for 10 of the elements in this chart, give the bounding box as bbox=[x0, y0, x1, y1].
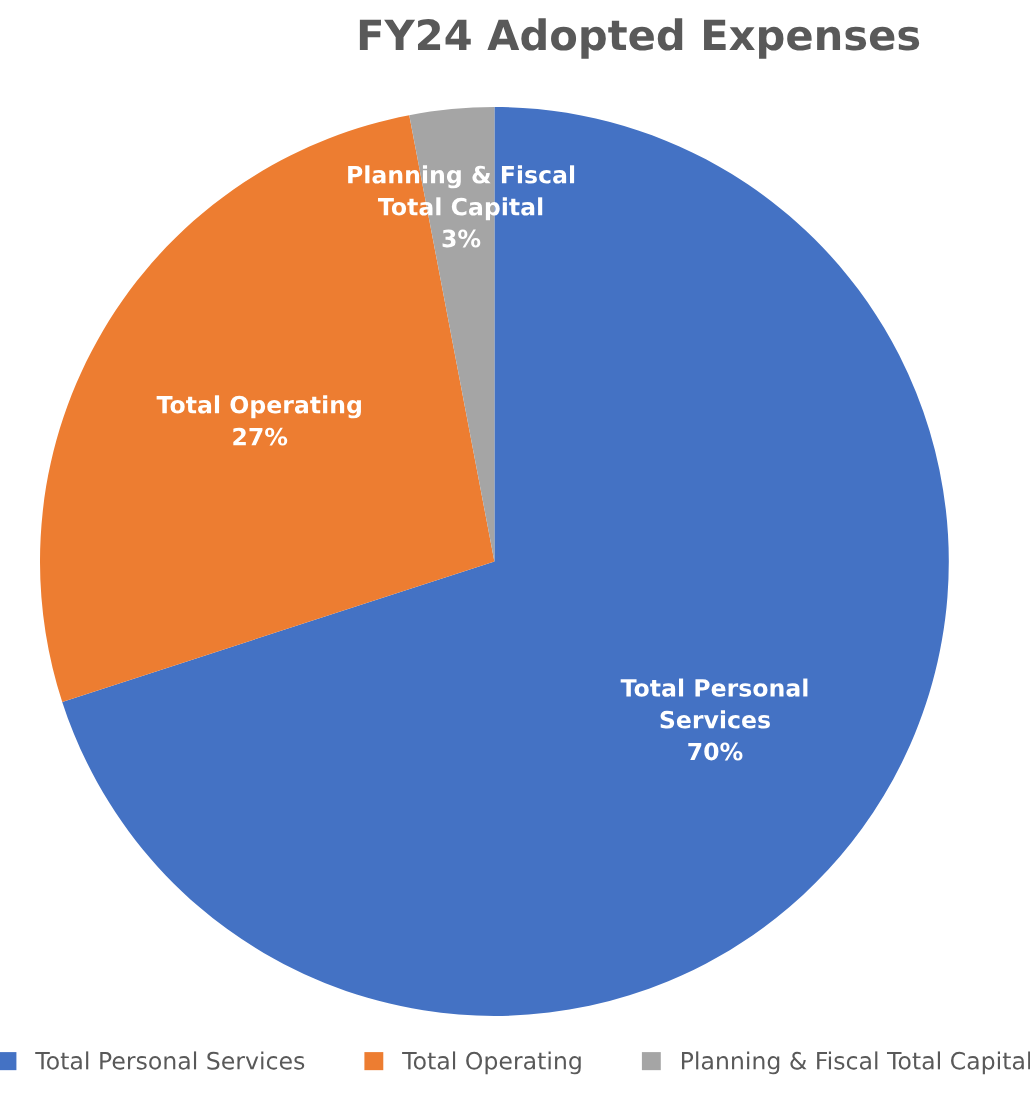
chart-title: FY24 Adopted Expenses bbox=[359, 18, 920, 59]
data-label: 70% bbox=[688, 742, 743, 761]
legend-label: Planning & Fiscal Total Capital bbox=[681, 1051, 1030, 1075]
pie-slice bbox=[62, 107, 949, 1016]
legend-label: Total Operating bbox=[402, 1051, 581, 1075]
data-label: 27% bbox=[233, 427, 288, 446]
slice-label: Total Personal Services bbox=[620, 678, 808, 729]
legend-label: Total Personal Services bbox=[35, 1051, 305, 1070]
slice-label: Total Operating bbox=[156, 395, 361, 419]
data-label: 3% bbox=[442, 229, 481, 248]
